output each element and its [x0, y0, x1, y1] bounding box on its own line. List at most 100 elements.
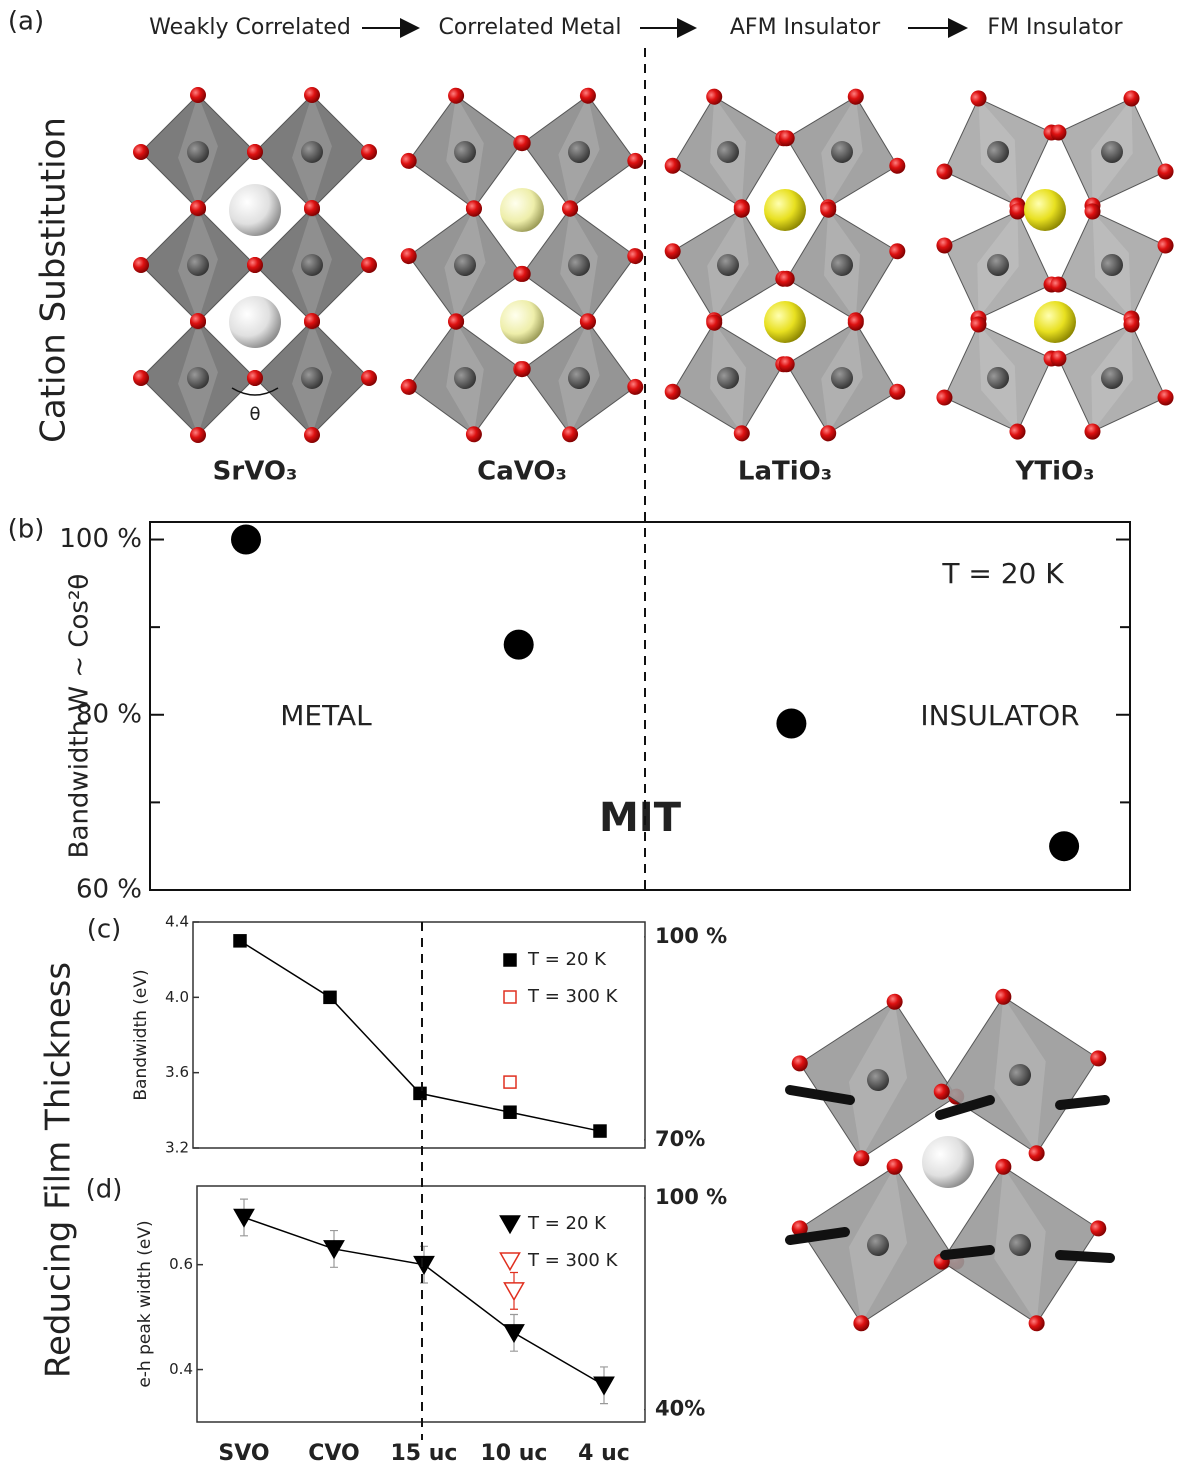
b-site [187, 141, 209, 163]
spin-arrow [945, 1250, 990, 1255]
angle-label: θ [249, 404, 260, 425]
data-point [414, 1257, 433, 1274]
oxygen [361, 144, 377, 160]
compound-label: SrVO₃ [213, 457, 298, 487]
panel-label: (d) [86, 1175, 123, 1205]
y-tick-label: 0.6 [169, 1255, 193, 1273]
y-tick-label: 4.0 [165, 988, 189, 1006]
b-site [301, 367, 323, 389]
oxygen [190, 87, 206, 103]
oxygen [190, 427, 206, 443]
structures: (a) (b) (c) (d) Weakly Correlated Correlated … [8, 7, 1179, 1379]
legend-marker [504, 991, 516, 1003]
compound-label: CaVO₃ [477, 457, 567, 487]
oxygen [361, 257, 377, 273]
y-tick-label: 3.2 [165, 1139, 189, 1157]
data-point [776, 709, 806, 739]
compound-label: LaTiO₃ [738, 457, 832, 487]
annotation: INSULATOR [920, 699, 1079, 732]
oxygen [190, 313, 206, 329]
atom [922, 1136, 974, 1188]
x-tick-label: 10 uc [481, 1441, 548, 1466]
y-tick-label: 100 % [59, 524, 142, 554]
oxygen [133, 144, 149, 160]
y-axis-label: Bandwidth W ~ Cos²θ [65, 574, 95, 859]
atom [500, 300, 544, 344]
oxygen [247, 144, 263, 160]
legend-label: T = 20 K [527, 949, 607, 970]
y2-tick-label: 100 % [655, 1185, 727, 1209]
data-point [234, 1209, 253, 1226]
data-point [324, 991, 336, 1003]
oxygen [247, 257, 263, 273]
data-point [504, 1106, 516, 1118]
spin-arrow [1060, 1100, 1105, 1105]
oxygen [133, 257, 149, 273]
phase-label: FM Insulator [987, 15, 1123, 40]
y-tick-label: 4.4 [165, 913, 189, 931]
b-site [301, 254, 323, 276]
data-point [1049, 831, 1079, 861]
oxygen [304, 200, 320, 216]
row-label: Reducing Film Thickness [39, 962, 79, 1378]
y2-tick-label: 70% [655, 1127, 705, 1151]
b-site [187, 254, 209, 276]
oxygen [247, 370, 263, 386]
oxygen [361, 370, 377, 386]
annotation: T = 20 K [941, 557, 1064, 590]
data-point [594, 1377, 613, 1394]
figure: (a) (b) (c) (d) Weakly Correlated Correlated … [0, 0, 1179, 1472]
panel-label: (b) [8, 515, 45, 545]
oxygen [133, 370, 149, 386]
atom [764, 189, 806, 231]
y2-tick-label: 40% [655, 1397, 705, 1421]
legend-label: T = 300 K [527, 986, 619, 1007]
row-label: Cation Substitution [34, 117, 74, 443]
data-point [414, 1087, 426, 1099]
x-tick-label: SVO [218, 1441, 269, 1466]
b-site [301, 141, 323, 163]
y-tick-label: 60 % [76, 875, 142, 905]
x-tick-label: 15 uc [391, 1441, 458, 1466]
chart-2: 0.4 0.6 100 % 40% e-h peak width (eV) SVO CVO 1… [135, 1185, 727, 1466]
data-point [594, 1125, 606, 1137]
x-tick-label: 4 uc [578, 1441, 630, 1466]
data-point [504, 1283, 523, 1300]
data-point [504, 630, 534, 660]
compound-label: YTiO₃ [1015, 457, 1095, 487]
y-axis-label: Bandwidth (eV) [131, 969, 151, 1100]
atom [229, 184, 281, 236]
phase-label: Correlated Metal [438, 15, 621, 40]
data-point [234, 935, 246, 947]
oxygen [304, 87, 320, 103]
y-tick-label: 3.6 [165, 1063, 189, 1081]
data-point [504, 1076, 516, 1088]
chart-1: 3.2 3.6 4.0 4.4 100 % 70% Bandwidth (eV) T = 20… [131, 913, 727, 1157]
oxygen [304, 313, 320, 329]
legend-label: T = 300 K [527, 1250, 619, 1271]
spin-arrow [1060, 1255, 1110, 1258]
series-line [244, 1217, 604, 1385]
atom [500, 188, 544, 232]
y-axis-label: e-h peak width (eV) [135, 1220, 155, 1387]
annotation: MIT [599, 795, 682, 841]
atom [764, 301, 806, 343]
atom [1024, 189, 1066, 231]
data-point [324, 1241, 343, 1258]
y-tick-label: 0.4 [169, 1360, 193, 1378]
y2-tick-label: 100 % [655, 924, 727, 948]
annotation: METAL [280, 699, 372, 732]
legend-marker [500, 1253, 519, 1270]
panel-label: (c) [87, 915, 122, 945]
x-tick-label: CVO [308, 1441, 360, 1466]
b-site [187, 367, 209, 389]
data-point [231, 525, 261, 555]
panel-label: (a) [8, 7, 44, 37]
data-point [504, 1325, 523, 1342]
phase-label: Weakly Correlated [149, 15, 351, 40]
legend-marker [500, 1216, 519, 1233]
legend-marker [504, 954, 516, 966]
legend-label: T = 20 K [527, 1213, 607, 1234]
atom [229, 296, 281, 348]
phase-label: AFM Insulator [730, 15, 881, 40]
